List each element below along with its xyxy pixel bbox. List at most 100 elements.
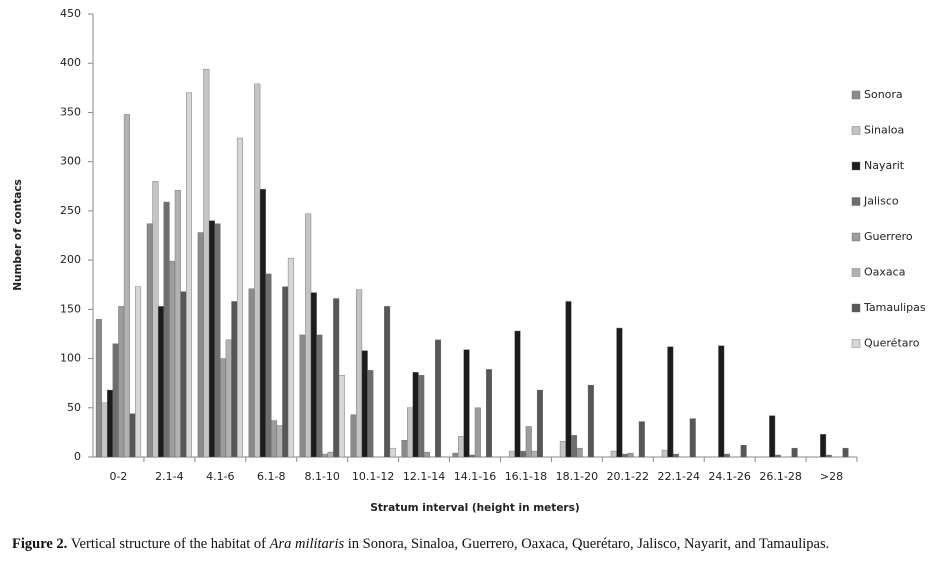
x-tick-label: 20.1-22 bbox=[607, 470, 649, 483]
bar bbox=[672, 453, 679, 458]
bar bbox=[333, 298, 340, 458]
x-tick-label: 22.1-24 bbox=[657, 470, 699, 483]
bar bbox=[146, 223, 153, 458]
bar bbox=[610, 450, 617, 458]
x-tick-label: 6.1-8 bbox=[257, 470, 285, 483]
bar bbox=[842, 447, 849, 458]
bar bbox=[474, 407, 481, 458]
bar bbox=[248, 288, 255, 458]
bar bbox=[718, 345, 725, 458]
bar bbox=[208, 220, 215, 458]
bar bbox=[667, 346, 674, 458]
bar bbox=[531, 450, 538, 458]
bar bbox=[571, 435, 578, 458]
bar bbox=[305, 213, 312, 458]
bar bbox=[565, 301, 572, 458]
y-tick-label: 100 bbox=[60, 352, 81, 365]
legend-swatch bbox=[851, 161, 861, 171]
bar bbox=[384, 306, 391, 458]
y-tick-label: 50 bbox=[67, 401, 81, 414]
bar bbox=[463, 349, 470, 458]
x-axis-title: Stratum interval (height in meters) bbox=[370, 502, 579, 514]
legend-label: Jalisco bbox=[863, 195, 899, 208]
bar bbox=[401, 440, 408, 458]
y-tick-label: 450 bbox=[60, 7, 81, 20]
bar bbox=[616, 327, 623, 458]
legend-swatch bbox=[851, 303, 861, 313]
y-tick-label: 300 bbox=[60, 155, 81, 168]
bar bbox=[469, 454, 476, 458]
bar bbox=[367, 370, 374, 458]
bar bbox=[299, 334, 306, 458]
bar bbox=[282, 286, 289, 458]
caption-text: in Sonora, Sinaloa, Guerrero, Oaxaca, Qu… bbox=[347, 536, 830, 552]
bar bbox=[514, 330, 521, 458]
bar bbox=[825, 454, 832, 458]
bar bbox=[350, 414, 357, 458]
legend-label: Tamaulipas bbox=[863, 301, 926, 314]
x-tick-label: 12.1-14 bbox=[403, 470, 445, 483]
bar bbox=[186, 92, 193, 458]
bar bbox=[225, 339, 232, 458]
x-tick-label: 10.1-12 bbox=[352, 470, 394, 483]
x-tick-label: 2.1-4 bbox=[155, 470, 183, 483]
bar bbox=[661, 449, 668, 458]
x-tick-label: 0-2 bbox=[109, 470, 127, 483]
legend-swatch bbox=[851, 197, 861, 206]
bar bbox=[525, 426, 532, 458]
bar bbox=[559, 441, 566, 458]
bar bbox=[508, 450, 515, 458]
legend-swatch bbox=[851, 90, 861, 100]
bar bbox=[769, 415, 776, 458]
y-tick-label: 200 bbox=[60, 253, 81, 266]
caption-text: Vertical structure of the habitat of bbox=[70, 536, 266, 552]
bar bbox=[197, 232, 204, 458]
legend-label: Guerrero bbox=[864, 230, 913, 243]
bar bbox=[236, 137, 243, 458]
bar bbox=[774, 454, 781, 458]
x-tick-label: 18.1-20 bbox=[556, 470, 598, 483]
bar bbox=[310, 292, 317, 458]
bar bbox=[820, 434, 827, 458]
bar bbox=[231, 301, 238, 458]
bar bbox=[254, 83, 261, 458]
bar bbox=[157, 306, 164, 458]
bar bbox=[322, 453, 329, 458]
x-tick-label: 16.1-18 bbox=[505, 470, 547, 483]
y-tick-label: 150 bbox=[60, 302, 81, 315]
x-tick-label: 4.1-6 bbox=[206, 470, 234, 483]
bar bbox=[265, 273, 272, 458]
bar bbox=[576, 447, 583, 458]
bar bbox=[435, 339, 442, 458]
bar bbox=[163, 201, 170, 458]
caption-species: Ara militaris bbox=[269, 536, 345, 552]
bar bbox=[740, 444, 747, 458]
chart: Number of contacs Stratum interval (heig… bbox=[12, 7, 926, 514]
x-tick-label: 14.1-16 bbox=[454, 470, 496, 483]
bar bbox=[107, 389, 114, 458]
bar bbox=[129, 413, 136, 458]
legend-label: Sonora bbox=[864, 88, 903, 101]
bar bbox=[180, 291, 187, 458]
bar bbox=[271, 420, 278, 458]
legend-swatch bbox=[851, 232, 861, 242]
y-tick-label: 350 bbox=[60, 105, 81, 118]
legend-label: Sinaloa bbox=[864, 124, 904, 137]
x-tick-label: 26.1-28 bbox=[759, 470, 801, 483]
bar bbox=[338, 375, 345, 458]
bar bbox=[457, 436, 464, 458]
caption-label: Figure 2. bbox=[12, 536, 68, 552]
bar bbox=[118, 306, 125, 458]
x-tick-label: 24.1-26 bbox=[708, 470, 750, 483]
bar bbox=[536, 389, 543, 458]
bar bbox=[112, 343, 119, 458]
bar bbox=[412, 372, 419, 458]
bar bbox=[276, 425, 283, 458]
bar bbox=[101, 402, 108, 458]
legend-swatch bbox=[851, 339, 861, 348]
bar bbox=[486, 369, 493, 458]
bar bbox=[791, 447, 798, 458]
y-tick-label: 0 bbox=[74, 450, 81, 463]
legend-swatch bbox=[851, 268, 861, 277]
